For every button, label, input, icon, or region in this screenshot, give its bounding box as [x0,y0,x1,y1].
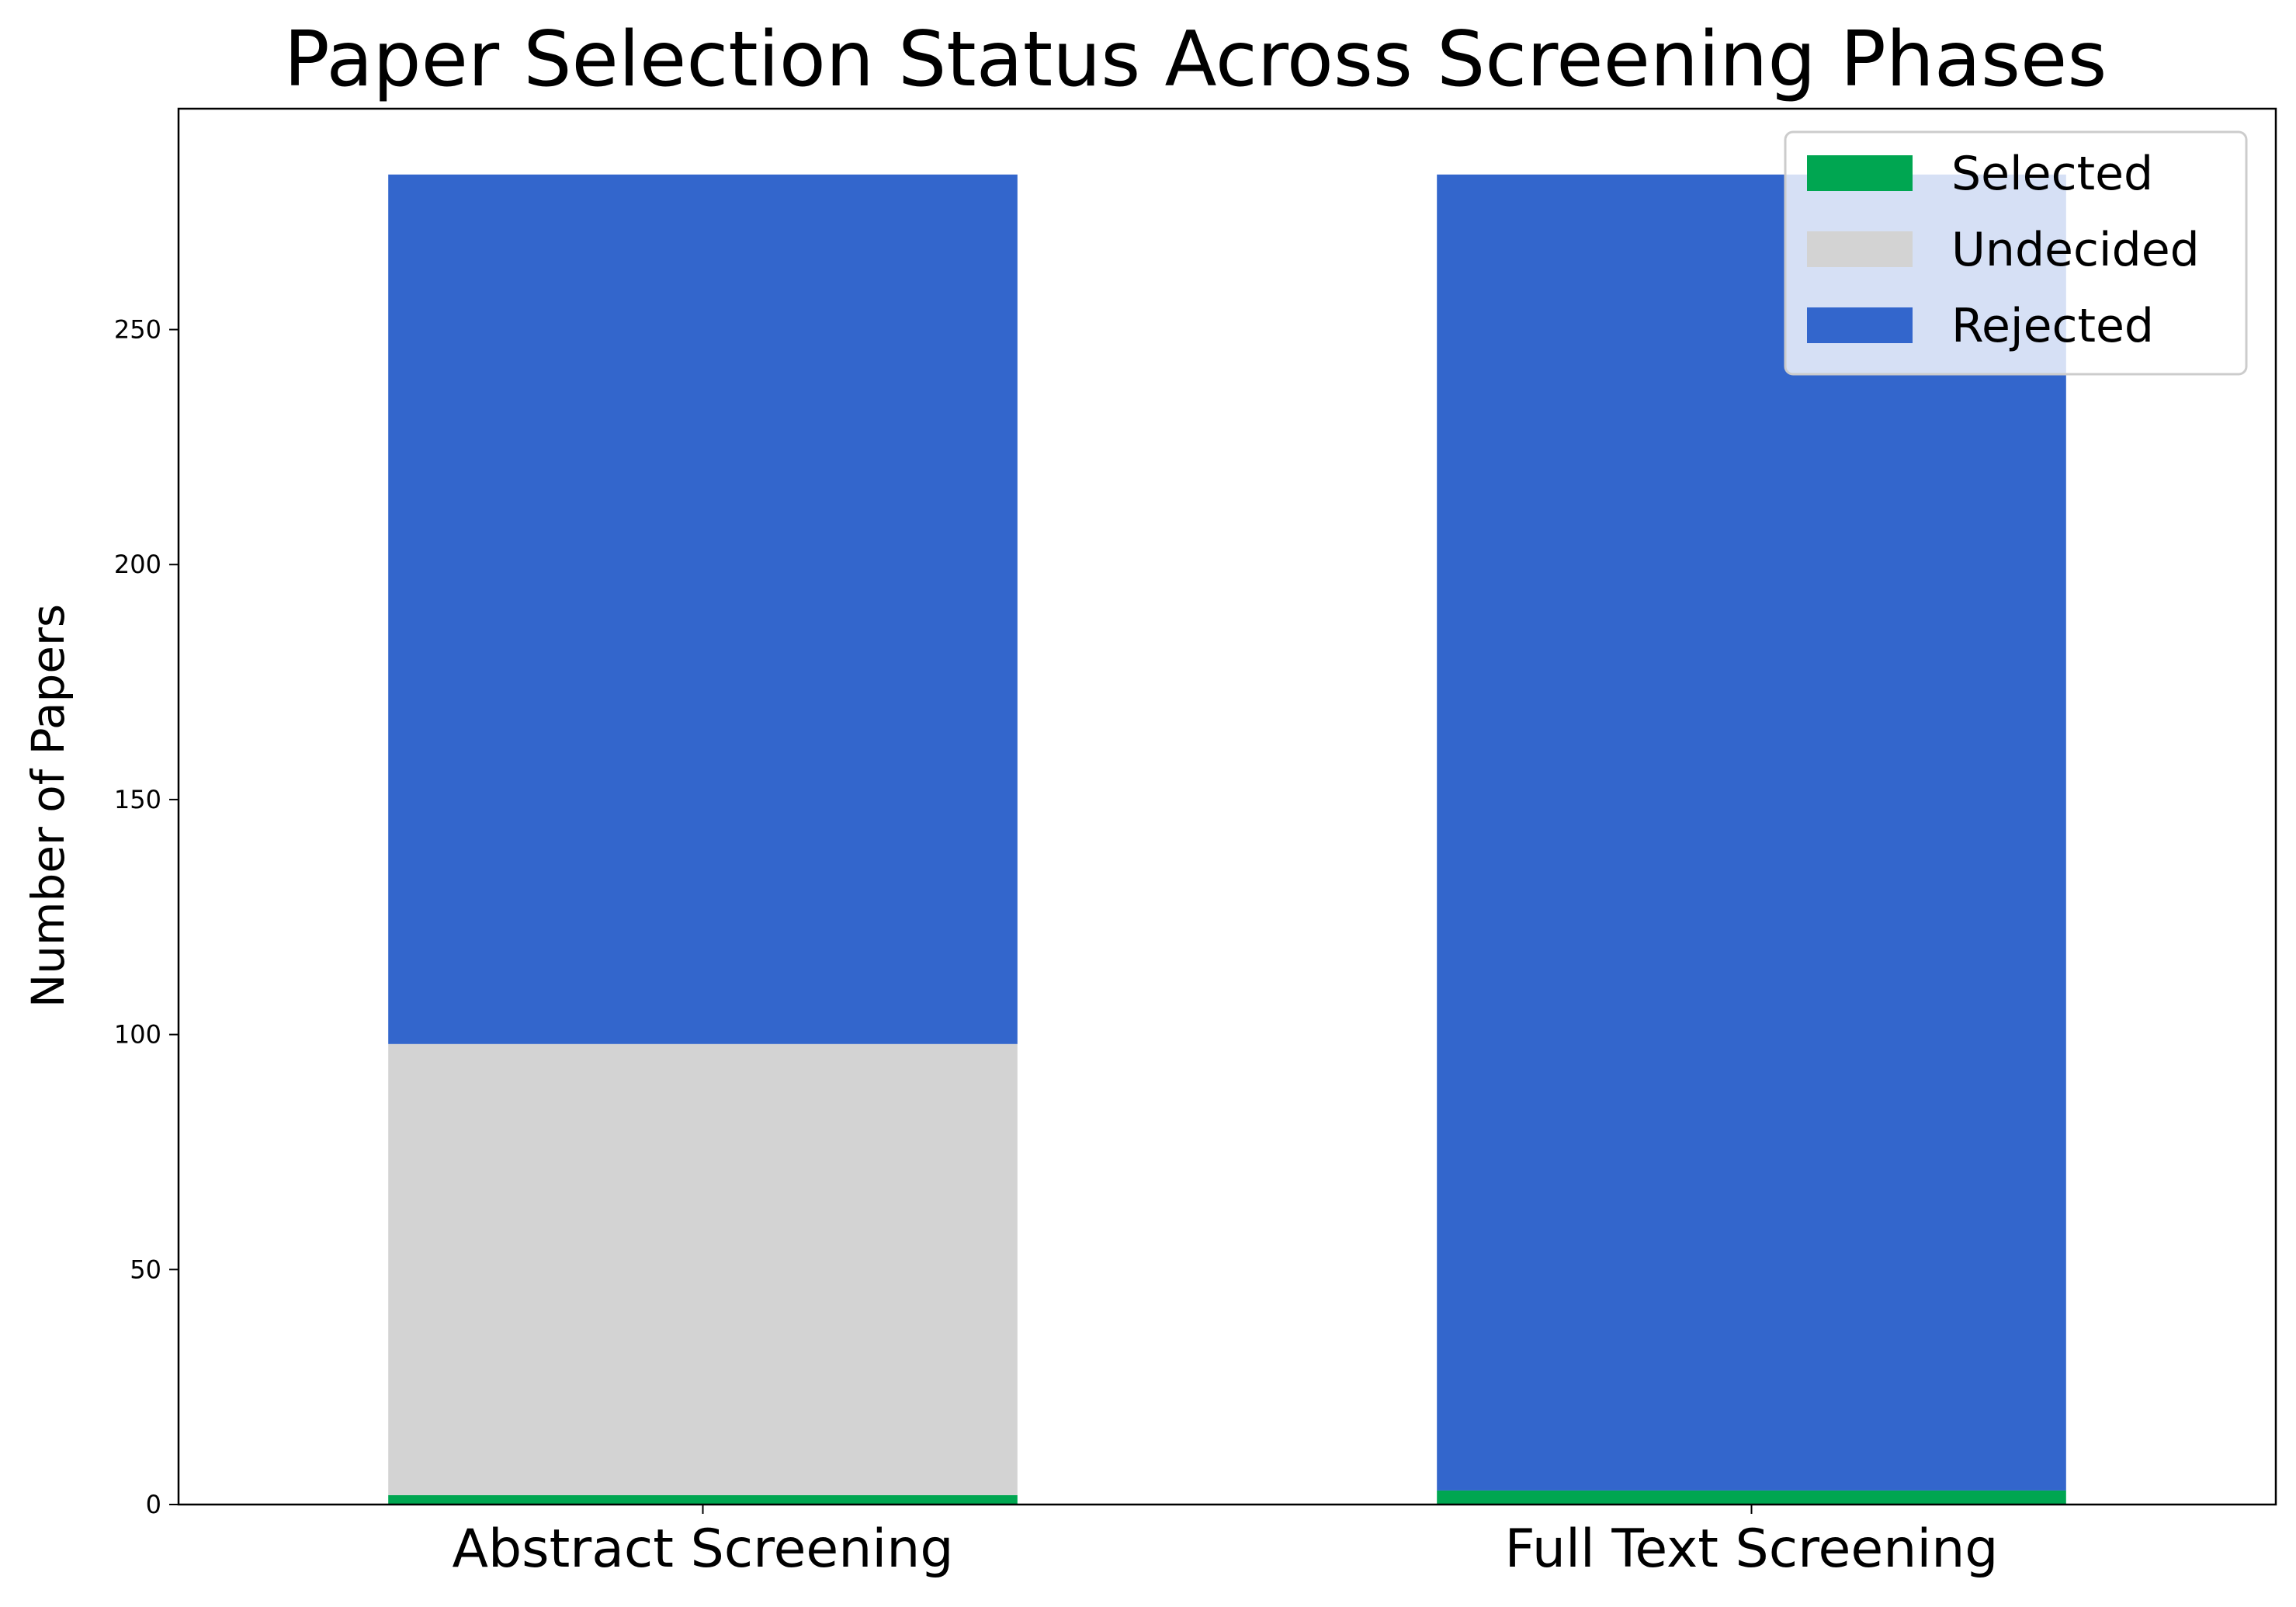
bar-segment-selected-2 [1437,1490,2066,1505]
bar-segment-rejected-1 [388,174,1018,1044]
y-tick-label: 50 [130,1255,161,1284]
y-tick-label: 0 [146,1490,161,1519]
legend-label-undecided: Undecided [1951,223,2200,277]
bar-segment-rejected-2 [1437,174,2066,1491]
chart-title: Paper Selection Status Across Screening … [284,16,2107,104]
y-axis-label: Number of Papers [22,604,75,1008]
plot-frame [177,107,2277,1506]
y-tick-label: 100 [114,1020,161,1050]
y-tick-label: 200 [114,550,161,579]
x-tick-label: Abstract Screening [453,1518,954,1580]
bar-segment-selected-1 [388,1494,1018,1505]
legend-swatch-undecided [1807,231,1913,267]
legend-swatch-rejected [1807,307,1913,343]
x-tick-label: Full Text Screening [1505,1518,1999,1580]
legend-label-selected: Selected [1951,147,2153,201]
y-tick-label: 250 [114,315,161,345]
legend-swatch-selected [1807,155,1913,191]
bar-segment-undecided-1 [388,1043,1018,1495]
legend: Selected Undecided Rejected [1784,130,2248,376]
legend-label-rejected: Rejected [1951,299,2154,353]
axes-group: Abstract Screening Full Text Screening 0 50… [114,107,2277,1580]
bars-group [388,174,2066,1505]
y-tick-label: 150 [114,785,161,814]
